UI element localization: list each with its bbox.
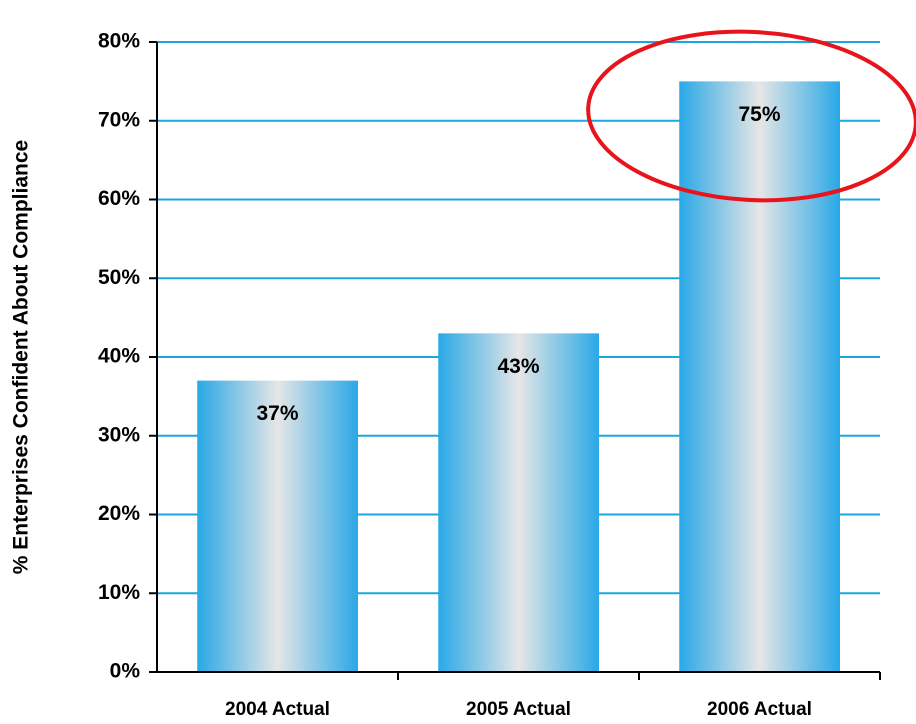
y-tick-label: 80% — [98, 30, 140, 53]
value-label: 37% — [256, 402, 298, 425]
y-tick-label: 30% — [98, 423, 140, 446]
x-tick-label: 2006 Actual — [707, 699, 812, 720]
bar — [679, 81, 840, 672]
y-tick-label: 70% — [98, 108, 140, 131]
y-tick-label: 40% — [98, 345, 140, 368]
bar — [438, 333, 599, 672]
value-label: 43% — [497, 355, 539, 378]
y-tick-label: 20% — [98, 502, 140, 525]
y-tick-label: 50% — [98, 266, 140, 289]
y-tick-label: 0% — [110, 660, 141, 683]
value-label: 75% — [738, 103, 780, 126]
x-tick-label: 2005 Actual — [466, 699, 571, 720]
y-tick-label: 10% — [98, 581, 140, 604]
bar — [197, 380, 358, 672]
y-tick-label: 60% — [98, 187, 140, 210]
x-tick-label: 2004 Actual — [225, 699, 330, 720]
y-axis-label: % Enterprises Confident About Compliance — [10, 140, 33, 574]
